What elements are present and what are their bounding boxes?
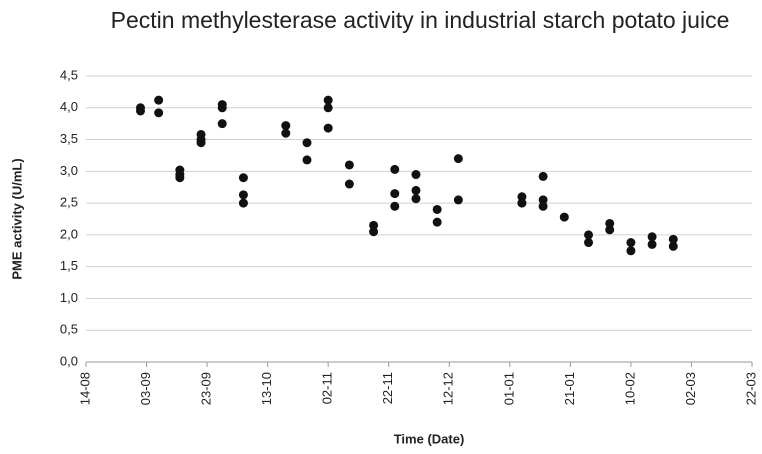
data-point bbox=[390, 189, 400, 199]
y-tick-label: 2,0 bbox=[60, 226, 78, 241]
x-tick-label: 22-11 bbox=[380, 372, 395, 404]
data-point bbox=[411, 194, 421, 204]
data-point bbox=[432, 217, 442, 227]
x-tick-label: 22-03 bbox=[743, 372, 758, 405]
data-point bbox=[154, 95, 164, 105]
x-tick-label: 03-09 bbox=[138, 372, 153, 405]
data-point bbox=[584, 238, 594, 248]
data-point bbox=[390, 201, 400, 211]
data-point bbox=[584, 230, 594, 240]
data-point bbox=[538, 171, 548, 181]
data-point bbox=[605, 218, 615, 228]
data-point bbox=[517, 192, 527, 202]
data-point bbox=[517, 198, 527, 208]
x-tick-label: 01-01 bbox=[501, 372, 516, 405]
data-point bbox=[302, 155, 312, 165]
data-point bbox=[196, 138, 206, 148]
data-point bbox=[626, 246, 636, 256]
data-point bbox=[323, 103, 333, 113]
data-point bbox=[647, 232, 657, 242]
y-tick-label: 3,0 bbox=[60, 163, 78, 178]
y-tick-label: 2,5 bbox=[60, 195, 78, 210]
data-point bbox=[238, 173, 248, 183]
x-tick-label: 14-08 bbox=[77, 372, 92, 405]
x-tick-label: 23-09 bbox=[199, 372, 214, 405]
data-point bbox=[281, 128, 291, 138]
y-tick-label: 3,5 bbox=[60, 131, 78, 146]
y-tick-label: 0,5 bbox=[60, 322, 78, 337]
data-point bbox=[323, 95, 333, 105]
x-tick-label: 12-12 bbox=[441, 372, 456, 405]
x-tick-label: 02-11 bbox=[320, 372, 335, 404]
data-point bbox=[668, 241, 678, 251]
y-axis-title: PME activity (U/mL) bbox=[9, 158, 24, 279]
y-tick-label: 4,0 bbox=[60, 99, 78, 114]
data-point bbox=[369, 227, 379, 237]
data-point bbox=[538, 195, 548, 205]
chart-title: Pectin methylesterase activity in indust… bbox=[110, 7, 730, 33]
data-point bbox=[390, 164, 400, 174]
data-point bbox=[135, 106, 145, 116]
data-point bbox=[432, 204, 442, 214]
data-point bbox=[411, 185, 421, 195]
data-point bbox=[344, 179, 354, 189]
data-point bbox=[217, 119, 227, 129]
x-tick-label: 10-02 bbox=[622, 372, 637, 405]
y-tick-label: 1,0 bbox=[60, 290, 78, 305]
y-tick-label: 1,5 bbox=[60, 258, 78, 273]
data-point bbox=[453, 154, 463, 164]
data-point bbox=[559, 212, 569, 222]
x-tick-label: 21-01 bbox=[562, 372, 577, 405]
data-point bbox=[154, 108, 164, 118]
data-point bbox=[344, 160, 354, 170]
x-tick-label: 02-03 bbox=[683, 372, 698, 405]
data-point bbox=[238, 190, 248, 200]
data-point bbox=[647, 239, 657, 249]
data-point bbox=[217, 103, 227, 113]
y-tick-label: 4,5 bbox=[60, 67, 78, 82]
data-point bbox=[369, 220, 379, 230]
y-tick-label: 0,0 bbox=[60, 353, 78, 368]
data-point bbox=[238, 198, 248, 208]
data-point bbox=[453, 195, 463, 205]
data-point bbox=[302, 138, 312, 148]
x-tick-label: 13-10 bbox=[259, 372, 274, 405]
data-point bbox=[668, 234, 678, 244]
x-axis-title: Time (Date) bbox=[394, 431, 465, 446]
data-point bbox=[605, 225, 615, 235]
data-point bbox=[175, 173, 185, 183]
data-point bbox=[411, 170, 421, 180]
data-point bbox=[323, 123, 333, 133]
data-point bbox=[626, 238, 636, 248]
data-point bbox=[538, 201, 548, 211]
data-point bbox=[281, 121, 291, 131]
